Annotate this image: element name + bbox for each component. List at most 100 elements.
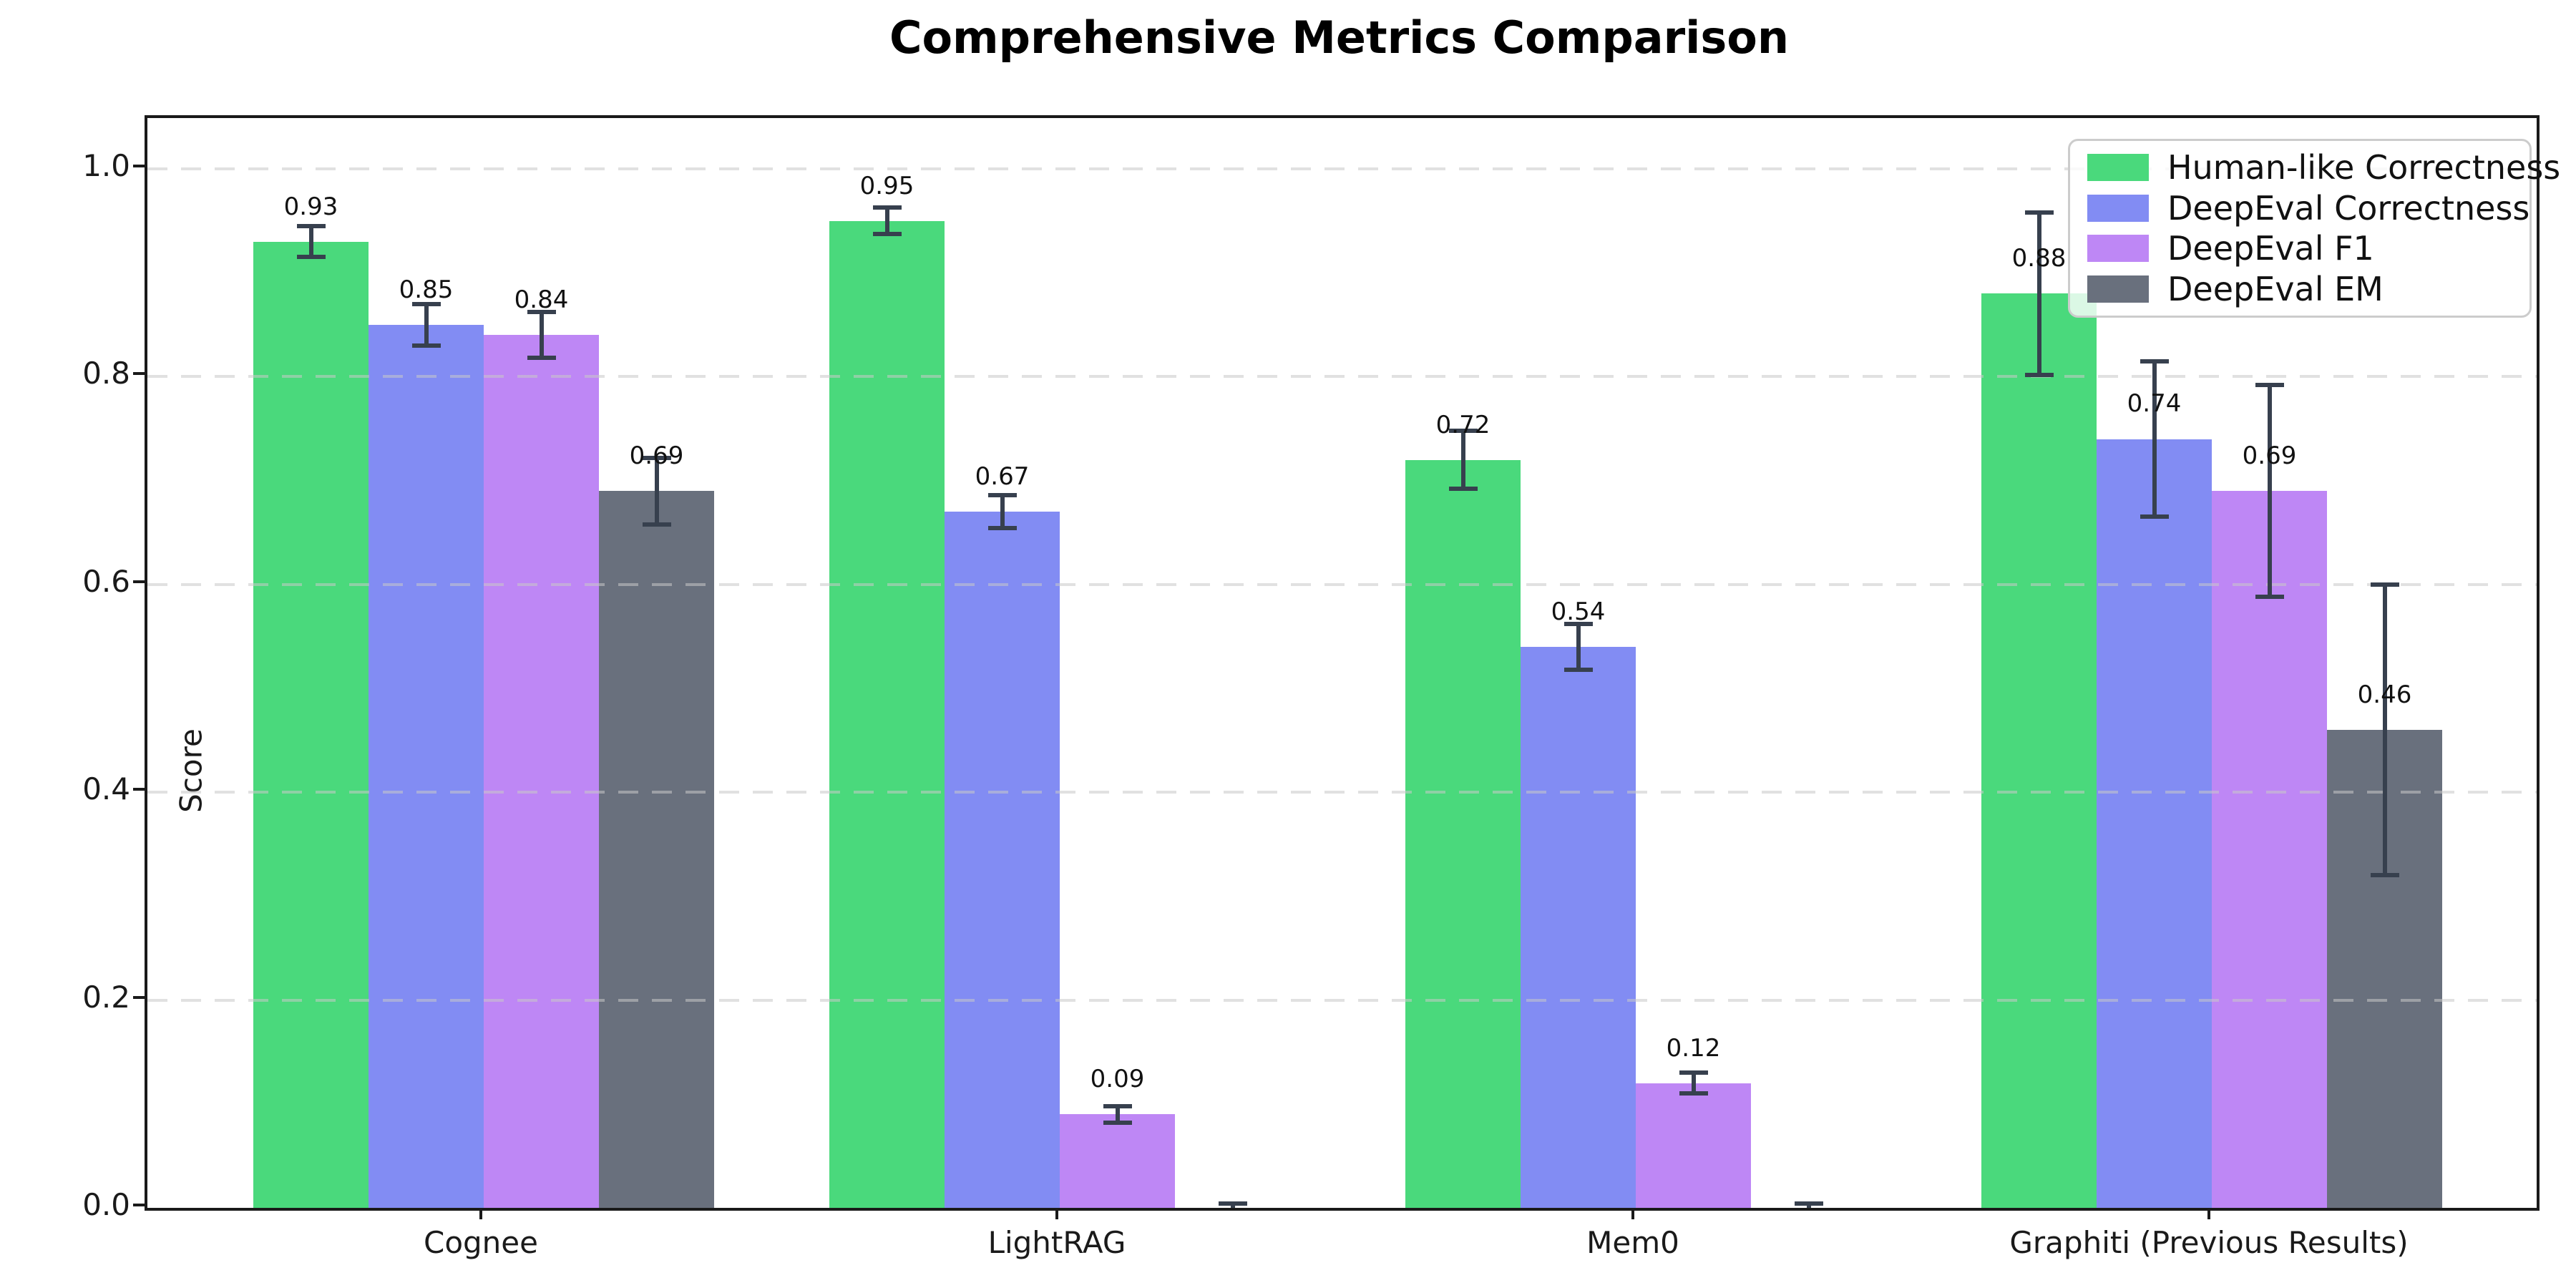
error-bar-cap-top: [2255, 383, 2284, 388]
bar: [1405, 459, 1521, 1208]
error-bar: [2267, 385, 2272, 597]
bar: [484, 335, 599, 1208]
gridline: [147, 582, 2537, 586]
error-bar-cap-top: [2140, 358, 2169, 364]
legend-item: DeepEval F1: [2070, 229, 2529, 268]
legend-item: DeepEval EM: [2070, 270, 2529, 308]
error-bar-cap-bottom: [1448, 487, 1478, 492]
legend-swatch: [2087, 194, 2149, 222]
error-bar-cap-bottom: [296, 255, 326, 260]
error-bar-cap-top: [2370, 582, 2399, 587]
y-tick-label: 0.6: [82, 563, 130, 599]
legend-swatch: [2087, 235, 2149, 263]
error-bar: [424, 303, 429, 346]
error-bar: [2036, 213, 2041, 375]
error-bar: [1115, 1106, 1120, 1123]
error-bar: [1460, 430, 1465, 489]
y-tick-mark: [133, 580, 145, 583]
error-bar-cap-top: [527, 310, 556, 315]
y-tick-mark: [133, 995, 145, 999]
error-bar-cap-bottom: [1563, 667, 1593, 672]
bar: [1521, 646, 1636, 1208]
error-bar-cap-top: [411, 301, 441, 306]
error-bar-cap-bottom: [1679, 1091, 1708, 1096]
x-tick-label: Cognee: [424, 1225, 538, 1260]
error-bar-cap-bottom: [2024, 372, 2054, 377]
legend-label: DeepEval F1: [2167, 229, 2374, 268]
error-bar-cap-top: [1448, 428, 1478, 433]
bar-value-label: 0.85: [399, 275, 454, 304]
legend-label: Human-like Correctness: [2167, 148, 2561, 187]
error-bar-cap-top: [987, 492, 1017, 497]
plot-area: Score Human-like Correctness DeepEval Cor…: [145, 115, 2560, 1211]
x-tick-label: Mem0: [1586, 1225, 1679, 1260]
y-tick-mark: [133, 788, 145, 791]
error-bar-cap-top: [1103, 1103, 1132, 1108]
error-bar: [654, 457, 659, 525]
error-bar-cap-top: [1679, 1070, 1708, 1075]
bar-value-label: 0.84: [514, 286, 569, 315]
error-bar-cap-top: [642, 455, 671, 460]
bar: [369, 324, 484, 1208]
error-bar-cap-bottom: [411, 343, 441, 348]
bar: [2212, 491, 2327, 1208]
y-tick-label: 0.8: [82, 356, 130, 391]
bar-value-label: 0.09: [1090, 1065, 1145, 1094]
bar: [829, 220, 945, 1208]
error-bar-cap-bottom: [872, 232, 902, 237]
error-bar-cap-top: [2024, 210, 2054, 215]
legend-swatch: [2087, 154, 2149, 182]
gridline: [147, 375, 2537, 379]
x-tick-mark: [1631, 1208, 1634, 1219]
error-bar-cap-bottom: [2370, 873, 2399, 878]
y-tick-label: 0.4: [82, 771, 130, 807]
y-axis-label: Score: [173, 728, 209, 813]
legend-label: DeepEval EM: [2167, 269, 2384, 308]
error-bar-cap-top: [296, 223, 326, 228]
error-bar: [1000, 494, 1005, 529]
bar: [253, 241, 369, 1208]
error-bar-cap-top: [1794, 1201, 1823, 1206]
gridline: [147, 167, 2537, 170]
error-bar: [308, 225, 313, 258]
legend-swatch: [2087, 275, 2149, 303]
bar: [945, 512, 1060, 1208]
error-bar-cap-bottom: [2255, 595, 2284, 600]
legend-label: DeepEval Correctness: [2167, 188, 2530, 228]
bar: [2097, 439, 2212, 1208]
bar-value-label: 0.72: [1435, 410, 1491, 439]
legend-item: Human-like Correctness: [2070, 148, 2560, 187]
error-bar-cap-bottom: [1103, 1120, 1132, 1125]
error-bar-cap-bottom: [642, 522, 671, 527]
error-bar-cap-top: [1563, 621, 1593, 626]
x-tick-label: Graphiti (Previous Results): [2009, 1225, 2409, 1260]
y-tick-label: 1.0: [82, 148, 130, 183]
gridline: [147, 998, 2537, 1002]
bar-value-label: 0.54: [1551, 597, 1606, 626]
error-bar: [1691, 1073, 1696, 1094]
bar-value-label: 0.93: [283, 192, 338, 221]
error-bar-cap-bottom: [2140, 514, 2169, 519]
y-tick-mark: [133, 372, 145, 376]
error-bar-cap-top: [1218, 1201, 1247, 1206]
bar-value-label: 0.88: [2011, 244, 2067, 273]
bar: [1060, 1114, 1175, 1208]
y-tick-label: 0.0: [82, 1187, 130, 1222]
bar: [599, 491, 714, 1208]
bar-value-label: 0.69: [2242, 441, 2297, 471]
bar-value-label: 0.69: [629, 441, 684, 471]
y-tick-mark: [133, 1204, 145, 1206]
bar-value-label: 0.74: [2127, 389, 2182, 419]
bar: [1636, 1083, 1751, 1208]
x-tick-mark: [2207, 1208, 2210, 1219]
gridline: [147, 791, 2537, 794]
error-bar: [1576, 624, 1581, 670]
error-bar-cap-bottom: [527, 356, 556, 361]
y-tick-mark: [133, 165, 145, 167]
bar-value-label: 0.12: [1666, 1033, 1721, 1063]
legend-item: DeepEval Correctness: [2070, 189, 2529, 228]
error-bar: [884, 207, 889, 235]
error-bar: [2152, 361, 2157, 517]
bar-value-label: 0.67: [975, 462, 1030, 492]
